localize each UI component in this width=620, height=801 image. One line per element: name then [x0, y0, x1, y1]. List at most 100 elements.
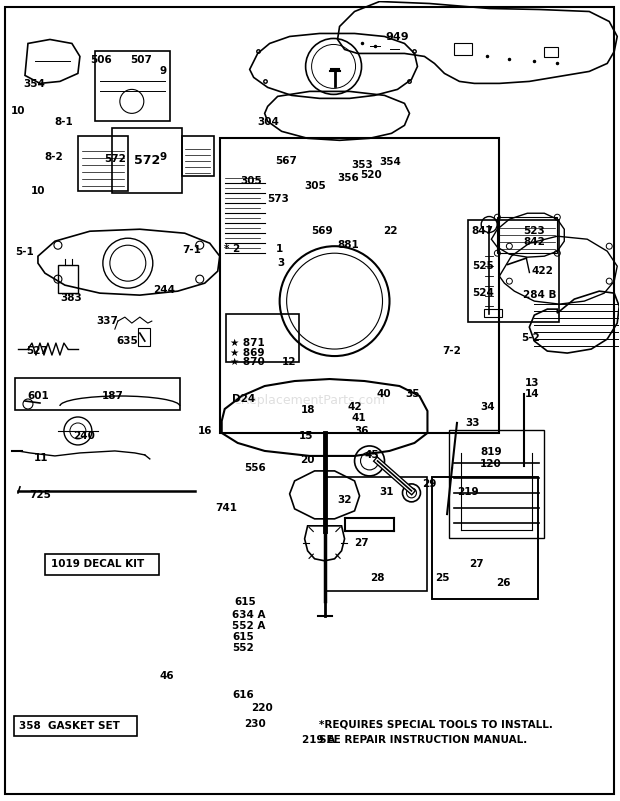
Text: 337: 337 [96, 316, 118, 325]
Bar [14, 716, 138, 736]
Text: 573: 573 [267, 194, 290, 204]
Text: 358  GASKET SET: 358 GASKET SET [19, 721, 120, 731]
Text: 120: 120 [480, 460, 502, 469]
Text: *REQUIRES SPECIAL TOOLS TO INSTALL.: *REQUIRES SPECIAL TOOLS TO INSTALL. [319, 719, 553, 730]
Text: 569: 569 [311, 226, 332, 236]
Text: ★ 870: ★ 870 [231, 357, 265, 367]
Text: 13: 13 [525, 378, 539, 388]
Text: 219: 219 [457, 488, 479, 497]
Text: 506: 506 [90, 54, 112, 65]
Text: 616: 616 [232, 690, 254, 700]
Text: 354: 354 [379, 157, 401, 167]
Text: 525: 525 [472, 261, 494, 271]
Bar [226, 314, 299, 362]
Text: 3: 3 [277, 258, 285, 268]
Text: 36: 36 [354, 426, 369, 436]
Text: 881: 881 [337, 239, 359, 249]
Text: 27: 27 [354, 538, 369, 548]
Text: 22: 22 [383, 226, 397, 236]
Text: 20: 20 [300, 456, 315, 465]
Text: 354: 354 [24, 78, 45, 89]
Text: 8-2: 8-2 [45, 151, 63, 162]
Bar [182, 136, 214, 176]
Text: 635: 635 [117, 336, 138, 345]
Text: 9: 9 [160, 151, 167, 162]
Text: 353: 353 [352, 159, 373, 170]
Text: 552: 552 [232, 643, 254, 654]
Text: 7-2: 7-2 [443, 346, 462, 356]
Text: 42: 42 [348, 402, 363, 412]
Text: 304: 304 [257, 117, 279, 127]
Text: 615: 615 [232, 632, 254, 642]
Bar [454, 43, 472, 55]
Bar [219, 139, 499, 433]
Bar [497, 217, 557, 253]
Bar [432, 477, 538, 599]
Text: 41: 41 [352, 413, 366, 423]
Text: 725: 725 [30, 490, 51, 500]
Bar [544, 47, 558, 58]
Text: 356: 356 [337, 173, 359, 183]
Text: 5-2: 5-2 [521, 333, 540, 343]
Text: 187: 187 [102, 391, 124, 400]
Text: 1: 1 [275, 244, 283, 253]
Text: 741: 741 [216, 504, 237, 513]
Text: 5-1: 5-1 [16, 247, 34, 256]
Text: 507: 507 [130, 54, 152, 65]
Text: 523: 523 [523, 226, 545, 236]
Text: 422: 422 [531, 266, 553, 276]
Bar [326, 477, 427, 591]
Text: 240: 240 [73, 432, 95, 441]
Text: 305: 305 [304, 181, 326, 191]
Text: 383: 383 [61, 293, 82, 303]
Text: 11: 11 [34, 453, 48, 463]
Text: 29: 29 [422, 480, 436, 489]
Text: 615: 615 [234, 597, 256, 607]
Bar [16, 378, 180, 410]
Text: 572: 572 [104, 154, 126, 164]
Text: eReplacementParts.com: eReplacementParts.com [234, 394, 386, 407]
Text: 8-1: 8-1 [55, 117, 73, 127]
Text: 32: 32 [337, 496, 352, 505]
Text: 524: 524 [472, 288, 494, 297]
Text: 18: 18 [300, 405, 315, 415]
Text: 25: 25 [435, 573, 449, 583]
Text: 34: 34 [480, 402, 495, 412]
Text: 305: 305 [241, 175, 262, 186]
Text: 16: 16 [198, 426, 213, 436]
Bar [484, 308, 502, 316]
Text: 10: 10 [31, 186, 45, 196]
Text: 7-1: 7-1 [183, 245, 202, 255]
Text: 842: 842 [523, 237, 545, 247]
Text: SEE REPAIR INSTRUCTION MANUAL.: SEE REPAIR INSTRUCTION MANUAL. [319, 735, 527, 746]
Text: 949: 949 [385, 31, 409, 42]
Bar [467, 219, 559, 322]
Text: 28: 28 [370, 573, 385, 583]
Bar [95, 51, 170, 122]
Text: 244: 244 [154, 285, 175, 295]
Text: 40: 40 [376, 389, 391, 399]
Text: 45: 45 [364, 450, 379, 460]
Bar [450, 430, 544, 537]
Bar [432, 477, 538, 599]
Text: 572: 572 [134, 154, 160, 167]
Bar [112, 128, 182, 193]
Text: 556: 556 [244, 464, 267, 473]
Text: 15: 15 [298, 431, 313, 441]
Text: 601: 601 [28, 391, 50, 400]
Text: 35: 35 [405, 389, 420, 399]
Text: 1019 DECAL KIT: 1019 DECAL KIT [51, 559, 144, 570]
Text: 12: 12 [281, 357, 296, 367]
Text: 219 A: 219 A [302, 735, 335, 746]
Text: 220: 220 [250, 703, 273, 714]
Bar [45, 554, 159, 575]
Text: 27: 27 [469, 559, 484, 570]
Text: 26: 26 [497, 578, 511, 588]
Text: 634 A: 634 A [232, 610, 266, 620]
Text: 847: 847 [472, 226, 494, 236]
Text: D24: D24 [232, 394, 255, 404]
Text: ★ 869: ★ 869 [231, 348, 265, 357]
Text: 520: 520 [360, 170, 382, 180]
Text: 552 A: 552 A [232, 621, 265, 631]
Text: ★ 871: ★ 871 [231, 338, 265, 348]
